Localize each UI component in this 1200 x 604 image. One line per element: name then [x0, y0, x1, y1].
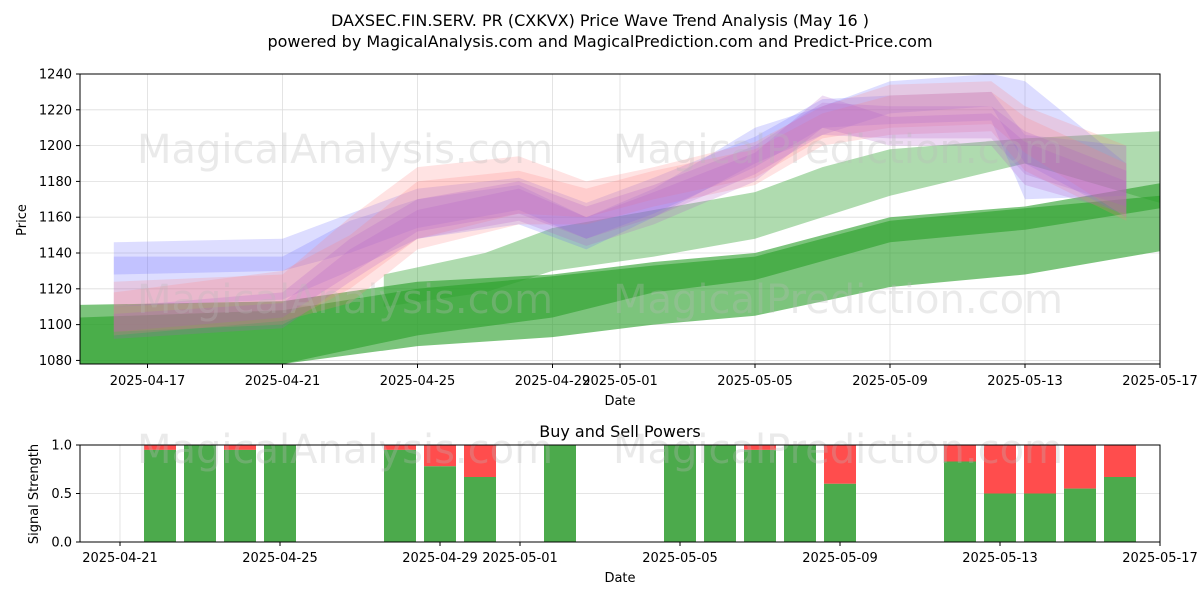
- sell-power-bar: [144, 445, 176, 450]
- price-y-tick-label: 1080: [39, 354, 72, 369]
- signal-x-axis: 2025-04-21 2025-04-25 2025-04-29 2025-05-01…: [82, 542, 1198, 566]
- blue-wave-band: [113, 74, 1127, 307]
- buy-power-bar: [424, 466, 456, 542]
- sell-power-bar: [384, 445, 416, 450]
- signal-x-tick-label: 2025-05-13: [962, 551, 1038, 566]
- signal-x-label: Date: [604, 571, 635, 586]
- price-x-tick-label: 2025-04-21: [245, 374, 321, 389]
- sell-power-bar: [424, 445, 456, 467]
- buy-power-bar: [464, 477, 496, 542]
- sell-power-bar: [1024, 445, 1056, 494]
- purple-wave-band: [113, 102, 1127, 332]
- buy-power-bar: [264, 445, 296, 542]
- price-y-tick-label: 1180: [39, 175, 72, 190]
- signal-x-tick-label: 2025-04-25: [242, 551, 318, 566]
- signal-bars: [144, 445, 1136, 542]
- sell-power-bar: [224, 445, 256, 450]
- price-y-tick-label: 1220: [39, 103, 72, 118]
- signal-y-axis: 0.0 0.5 1.0: [51, 439, 80, 551]
- buy-power-bar: [1104, 477, 1136, 542]
- watermark-right-mid: MagicalPrediction.com: [613, 277, 1063, 323]
- price-x-tick-label: 2025-04-17: [110, 374, 186, 389]
- price-x-tick-label: 2025-05-05: [717, 374, 793, 389]
- buy-power-bar: [824, 483, 856, 542]
- chart-title: DAXSEC.FIN.SERV. PR (CXKVX) Price Wave T…: [331, 11, 869, 30]
- sell-power-bar: [1064, 445, 1096, 489]
- price-x-tick-label: 2025-04-29: [515, 374, 591, 389]
- price-y-tick-label: 1160: [39, 211, 72, 226]
- price-y-axis: 1080 1100 1120 1140 1160 1180 1200 1220 1240: [39, 68, 80, 369]
- buy-power-bar: [1024, 493, 1056, 542]
- price-bands: [80, 74, 1160, 364]
- signal-x-tick-label: 2025-04-29: [402, 551, 478, 566]
- red-wave-band: [113, 81, 1127, 332]
- sell-power-bar: [824, 445, 856, 484]
- price-y-tick-label: 1140: [39, 247, 72, 262]
- signal-x-tick-label: 2025-04-21: [82, 551, 158, 566]
- buy-power-bar: [664, 445, 696, 542]
- buy-power-bar: [1064, 488, 1096, 542]
- signal-x-tick-label: 2025-05-05: [642, 551, 718, 566]
- sell-power-bar: [944, 445, 976, 462]
- price-x-label: Date: [604, 394, 635, 409]
- chart-subtitle: powered by MagicalAnalysis.com and Magic…: [267, 32, 932, 51]
- signal-title: Buy and Sell Powers: [539, 422, 701, 441]
- watermark-left-top: MagicalAnalysis.com: [137, 127, 553, 173]
- buy-power-bar: [704, 445, 736, 542]
- buy-power-bar: [224, 449, 256, 542]
- signal-x-tick-label: 2025-05-01: [482, 551, 558, 566]
- purple-wave-band: [113, 95, 1127, 339]
- signal-y-tick-label: 1.0: [51, 439, 72, 454]
- green-trend-band: [80, 195, 1160, 364]
- sell-power-bar: [744, 445, 776, 450]
- sell-power-bar: [464, 445, 496, 477]
- buy-power-bar: [384, 449, 416, 542]
- watermark-right-top: MagicalPrediction.com: [613, 127, 1063, 173]
- sell-power-bar: [1104, 445, 1136, 477]
- green-trend-band: [383, 131, 1160, 307]
- watermark-left-mid: MagicalAnalysis.com: [137, 277, 553, 323]
- buy-power-bar: [784, 445, 816, 542]
- price-watermarks: MagicalAnalysis.com MagicalPrediction.co…: [137, 127, 1063, 323]
- watermark-right-bottom: MagicalPrediction.com: [613, 427, 1063, 473]
- signal-y-tick-label: 0.0: [51, 536, 72, 551]
- buy-power-bar: [144, 449, 176, 542]
- price-y-tick-label: 1120: [39, 282, 72, 297]
- red-wave-band: [113, 91, 1127, 336]
- buy-power-bar: [544, 445, 576, 542]
- price-y-tick-label: 1240: [39, 68, 72, 83]
- price-y-tick-label: 1200: [39, 139, 72, 154]
- signal-watermarks: MagicalAnalysis.com MagicalPrediction.co…: [137, 427, 1063, 473]
- watermark-left-bottom: MagicalAnalysis.com: [137, 427, 553, 473]
- price-x-tick-label: 2025-05-01: [582, 374, 658, 389]
- buy-power-bar: [744, 449, 776, 542]
- buy-power-bar: [984, 493, 1016, 542]
- signal-panel: Buy and Sell Powers MagicalAnalysis.com …: [27, 422, 1198, 586]
- buy-power-bar: [944, 461, 976, 542]
- buy-power-bar: [184, 445, 216, 542]
- signal-y-tick-label: 0.5: [51, 487, 72, 502]
- blue-wave-band: [113, 91, 1127, 275]
- price-x-tick-label: 2025-04-25: [380, 374, 456, 389]
- price-y-tick-label: 1100: [39, 318, 72, 333]
- price-y-label: Price: [15, 204, 30, 236]
- price-panel: MagicalAnalysis.com MagicalPrediction.co…: [15, 68, 1198, 410]
- price-x-axis: 2025-04-17 2025-04-21 2025-04-25 2025-04-29…: [110, 364, 1198, 389]
- signal-y-label: Signal Strength: [27, 444, 42, 544]
- sell-power-bar: [984, 445, 1016, 494]
- signal-x-tick-label: 2025-05-17: [1122, 551, 1198, 566]
- price-x-tick-label: 2025-05-09: [852, 374, 928, 389]
- signal-x-tick-label: 2025-05-09: [802, 551, 878, 566]
- price-x-tick-label: 2025-05-17: [1122, 374, 1198, 389]
- price-x-tick-label: 2025-05-13: [987, 374, 1063, 389]
